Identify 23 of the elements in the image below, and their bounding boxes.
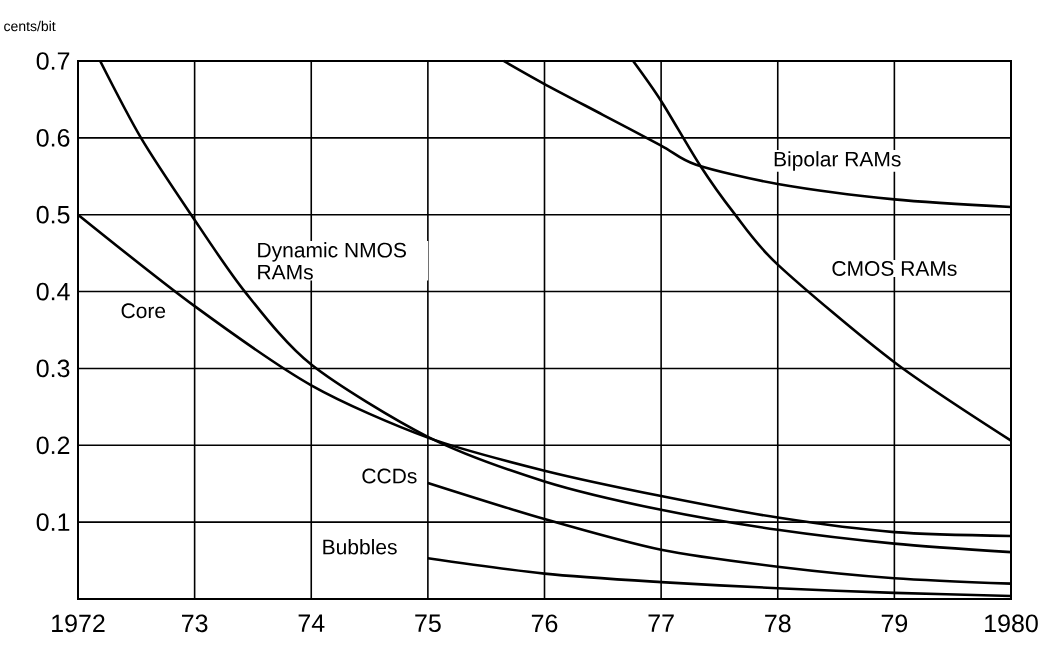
y-tick-label: 0.3 bbox=[36, 359, 70, 378]
series-label: Core bbox=[121, 303, 166, 319]
x-tick-label: 79 bbox=[881, 614, 908, 633]
x-tick-label: 74 bbox=[298, 614, 325, 632]
series-label: Bubbles bbox=[323, 539, 397, 555]
x-tick-label: 1980 bbox=[985, 614, 1038, 633]
y-axis-title: cents/bit bbox=[4, 20, 56, 32]
series-label: CMOS RAMs bbox=[832, 261, 957, 276]
series-label: Bipolar RAMs bbox=[774, 151, 901, 171]
x-tick-label: 73 bbox=[182, 614, 208, 633]
y-tick-label: 0.2 bbox=[36, 436, 70, 455]
x-tick-label: 75 bbox=[415, 614, 441, 632]
y-tick-label: 0.1 bbox=[36, 513, 70, 531]
series-label: Dynamic NMOS RAMs bbox=[258, 242, 406, 280]
x-tick-label: 78 bbox=[765, 614, 791, 633]
x-tick-label: 77 bbox=[648, 614, 674, 632]
x-tick-label: 1972 bbox=[52, 614, 105, 633]
y-tick-label: 0.4 bbox=[36, 282, 70, 301]
x-tick-label: 76 bbox=[531, 614, 558, 633]
y-tick-label: 0.5 bbox=[36, 205, 70, 224]
y-tick-label: 0.6 bbox=[36, 129, 70, 147]
y-tick-label: 0.7 bbox=[36, 52, 70, 70]
series-label: CCDs bbox=[362, 468, 417, 484]
